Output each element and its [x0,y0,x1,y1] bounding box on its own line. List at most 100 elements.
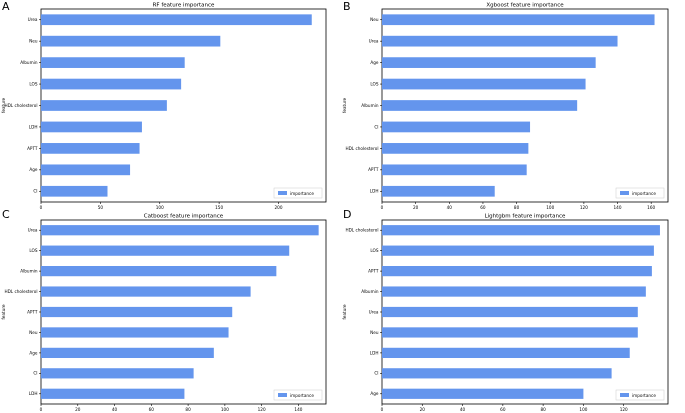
chart-2-x-tick-label-6: 100 [546,205,554,210]
chart-4-bar-3 [382,266,652,277]
chart-1-y-axis-label: feature [1,98,6,114]
chart-4-y-tick-label-7: LDH [370,350,379,355]
chart-2-y-axis-label: feature [342,98,347,114]
chart-2-y-tick-label-3: Age [370,60,379,65]
chart-2-x-tick-label-4: 60 [480,205,486,210]
chart-3-x-tick-label-4: 60 [149,407,155,412]
chart-3-x-tick-label-8: 140 [294,407,302,412]
chart-3-bar-5 [41,306,233,318]
chart-4-x-tick-label-3: 40 [460,407,466,412]
chart-2-bar-1 [382,14,655,26]
chart-4-bar-2 [382,245,654,256]
chart-1-bar-2 [41,35,221,47]
chart-3-x-tick-label-7: 120 [258,407,266,412]
chart-2-bar-2 [382,35,618,47]
chart-3-y-tick-label-4: HDL cholesterol [4,289,37,294]
chart-1-bar-4 [41,78,182,90]
chart-2-bar-8 [382,164,527,176]
chart-3-legend-box [273,389,323,401]
chart-2-legend-box [615,187,665,199]
chart-1-bar-5 [41,100,167,111]
chart-3-bar-1 [41,225,319,236]
chart-1-y-tick-label-1: Urea [28,17,38,22]
chart-2-x-tick-label-8: 140 [614,205,622,210]
chart-2-legend-label: importance [632,191,656,196]
chart-4-y-tick-label-3: APTT [368,269,379,274]
chart-3-y-tick-label-2: LOS [29,248,37,253]
chart-1-bar-8 [41,164,131,176]
chart-4-bar-1 [382,225,660,236]
chart-3-bar-7 [41,347,214,358]
chart-2-bar-4 [382,78,586,90]
chart-1-x-tick-label-4: 150 [215,205,223,210]
chart-2-x-tick-label-5: 80 [514,205,520,210]
chart-4-bar-4 [382,286,646,297]
chart-4-y-tick-label-4: Albumin [361,289,379,294]
chart-2-x-tick-label-9: 160 [647,205,655,210]
chart-4-x-tick-label-1: 0 [381,407,384,412]
chart-2-y-tick-label-7: HDL cholesterol [345,146,378,151]
chart-4-bar-9 [382,388,584,399]
chart-1-x-tick-label-1: 0 [40,205,43,210]
chart-3-x-tick-label-5: 80 [185,407,191,412]
chart-4-y-tick-label-2: LOS [370,248,378,253]
chart-2-x-tick-label-7: 120 [580,205,588,210]
chart-4-y-tick-label-1: HDL cholesterol [345,228,378,233]
panel-letter-b: B [343,0,351,13]
chart-4-title: Lightgbm feature importance [485,214,566,220]
chart-1-legend-swatch [278,191,287,195]
chart-2-x-tick-label-1: 0 [381,205,384,210]
chart-4-legend-swatch [620,393,629,397]
chart-3-y-tick-label-3: Albumin [20,269,38,274]
chart-1-legend-label: importance [290,191,314,196]
chart-3-bar-6 [41,327,229,338]
chart-3-bar-4 [41,286,251,297]
chart-1-bar-6 [41,121,142,133]
chart-3-y-tick-label-1: Urea [28,228,38,233]
chart-2-legend-swatch [620,191,629,195]
chart-1-y-tick-label-7: APTT [27,146,38,151]
chart-2-bar-3 [382,57,596,68]
chart-4-legend-box [615,389,665,401]
chart-1-y-tick-label-8: Age [29,167,38,172]
chart-1-y-tick-label-6: LDH [29,124,38,129]
chart-4-bar-8 [382,368,612,379]
chart-4-bar-5 [382,306,638,318]
chart-2-bar-7 [382,143,529,154]
chart-1-x-tick-label-2: 50 [98,205,104,210]
chart-3-y-tick-label-5: APTT [27,309,38,314]
chart-1-y-tick-label-9: CI [33,189,37,194]
chart-4-x-tick-label-6: 100 [579,407,587,412]
chart-1-x-tick-label-3: 100 [156,205,164,210]
chart-2-x-tick-label-3: 40 [447,205,453,210]
chart-1-x-tick-label-5: 200 [275,205,283,210]
chart-2-bar-6 [382,121,531,133]
chart-1-y-tick-label-5: HDL cholesterol [4,103,37,108]
chart-4-y-axis-label: feature [342,304,347,320]
chart-2-bar-9 [382,185,495,197]
panel-letter-d: D [343,208,352,221]
chart-3-x-tick-label-2: 20 [75,407,81,412]
chart-3-x-tick-label-1: 0 [40,407,43,412]
chart-2-y-tick-label-5: Albumin [361,103,379,108]
panel-letter-a: A [2,0,10,13]
chart-4-x-tick-label-5: 80 [540,407,546,412]
chart-1-title: RF feature importance [153,3,215,9]
chart-2-bar-5 [382,100,578,111]
chart-1-y-tick-label-3: Albumin [20,60,38,65]
chart-3-y-tick-label-9: LDH [29,391,38,396]
chart-4-bar-6 [382,327,638,338]
chart-4-y-tick-label-6: Neu [370,330,379,335]
chart-3-y-tick-label-6: Neu [29,330,38,335]
chart-2-title: Xgboost feature importance [486,3,564,9]
chart-2-y-tick-label-6: CI [374,124,378,129]
chart-1-y-tick-label-4: LOS [29,81,37,86]
chart-4-y-tick-label-5: Urea [369,309,379,314]
chart-4-y-tick-label-8: CI [374,371,378,376]
chart-3-title: Catboost feature importance [144,214,224,220]
chart-3-bar-9 [41,388,185,399]
chart-2-x-tick-label-2: 20 [413,205,419,210]
chart-4-legend-label: importance [632,393,656,398]
chart-1-bar-9 [41,185,108,197]
